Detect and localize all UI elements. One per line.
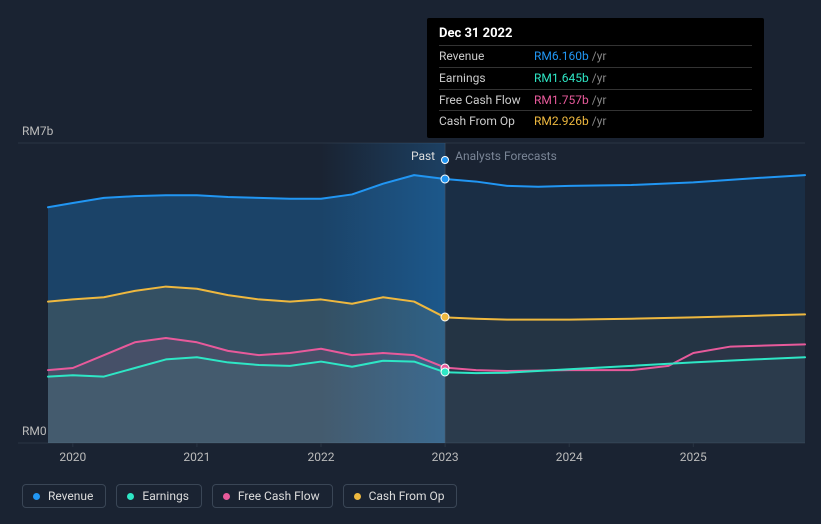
x-axis-tick: 2025 — [680, 450, 707, 464]
tooltip-unit: /yr — [592, 48, 607, 65]
tooltip-label: Earnings — [439, 70, 534, 87]
legend-dot-icon — [33, 493, 40, 500]
past-label: Past — [411, 149, 435, 163]
tooltip-value: RM1.757b — [534, 92, 589, 109]
tooltip-row: Free Cash FlowRM1.757b/yr — [439, 89, 752, 111]
divider-marker — [441, 156, 449, 164]
legend-label: Earnings — [142, 489, 189, 503]
legend-item-earnings[interactable]: Earnings — [116, 484, 202, 508]
x-axis-tick: 2022 — [308, 450, 335, 464]
tooltip-label: Revenue — [439, 48, 534, 65]
x-axis-tick: 2021 — [183, 450, 210, 464]
legend-dot-icon — [127, 493, 134, 500]
legend-label: Free Cash Flow — [238, 489, 320, 503]
legend-label: Cash From Op — [369, 489, 445, 503]
tooltip-value: RM6.160b — [534, 48, 589, 65]
legend-dot-icon — [354, 493, 361, 500]
series-marker-revenue — [441, 175, 450, 184]
tooltip-label: Cash From Op — [439, 113, 534, 130]
chart-legend: Revenue Earnings Free Cash Flow Cash From O… — [22, 484, 457, 508]
chart-tooltip: Dec 31 2022 RevenueRM6.160b/yrEarningsRM… — [427, 18, 764, 138]
tooltip-date: Dec 31 2022 — [439, 26, 752, 45]
legend-item-revenue[interactable]: Revenue — [22, 484, 106, 508]
tooltip-label: Free Cash Flow — [439, 92, 534, 109]
series-marker-earnings — [441, 368, 450, 377]
tooltip-unit: /yr — [592, 113, 607, 130]
legend-item-cash_from_op[interactable]: Cash From Op — [343, 484, 458, 508]
tooltip-row: EarningsRM1.645b/yr — [439, 67, 752, 89]
x-axis-tick: 2020 — [59, 450, 86, 464]
tooltip-value: RM2.926b — [534, 113, 589, 130]
x-axis-tick: 2024 — [556, 450, 583, 464]
financial-forecast-chart: Dec 31 2022 RevenueRM6.160b/yrEarningsRM… — [0, 0, 821, 524]
tooltip-row: RevenueRM6.160b/yr — [439, 45, 752, 67]
x-axis-tick: 2023 — [432, 450, 459, 464]
tooltip-unit: /yr — [592, 92, 607, 109]
series-marker-cash_from_op — [441, 313, 450, 322]
legend-label: Revenue — [48, 489, 93, 503]
tooltip-row: Cash From OpRM2.926b/yr — [439, 110, 752, 132]
legend-dot-icon — [223, 493, 230, 500]
tooltip-unit: /yr — [592, 70, 607, 87]
legend-item-free_cash_flow[interactable]: Free Cash Flow — [212, 484, 333, 508]
forecast-label: Analysts Forecasts — [455, 149, 557, 163]
tooltip-value: RM1.645b — [534, 70, 589, 87]
